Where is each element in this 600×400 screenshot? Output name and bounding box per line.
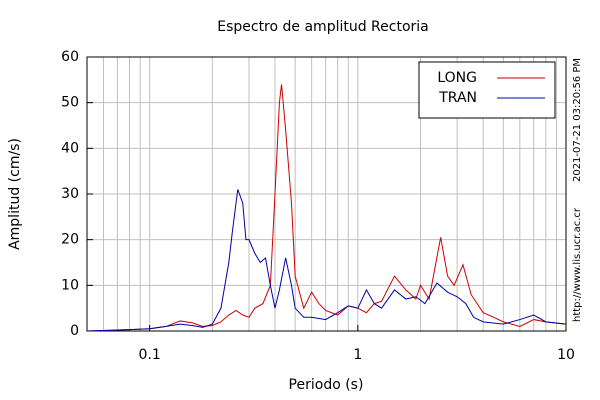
series-line (86, 84, 567, 332)
y-axis-label: Amplitud (cm/s) (7, 138, 23, 250)
x-tick-label: 10 (557, 347, 575, 363)
legend-box (418, 61, 556, 119)
y-tick-label: 60 (61, 49, 79, 65)
y-tick-label: 0 (70, 323, 79, 339)
x-tick-label: 0.1 (139, 347, 161, 363)
legend-label: TRAN (438, 90, 477, 106)
chart-title: Espectro de amplitud Rectoria (217, 19, 429, 35)
y-tick-label: 10 (61, 277, 79, 293)
y-tick-label: 30 (61, 186, 79, 202)
y-tick-label: 50 (61, 95, 79, 111)
legend-label: LONG (437, 70, 477, 86)
plot-frame (86, 56, 567, 332)
y-tick-label: 40 (61, 140, 79, 156)
series-line (86, 189, 567, 332)
source-url: http://www.lis.ucr.ac.cr (572, 207, 583, 322)
x-axis-label: Periodo (s) (289, 377, 364, 393)
timestamp: 2021-07-21 03:20:56 PM (572, 58, 583, 182)
y-tick-label: 20 (61, 232, 79, 248)
x-tick-label: 1 (353, 347, 362, 363)
